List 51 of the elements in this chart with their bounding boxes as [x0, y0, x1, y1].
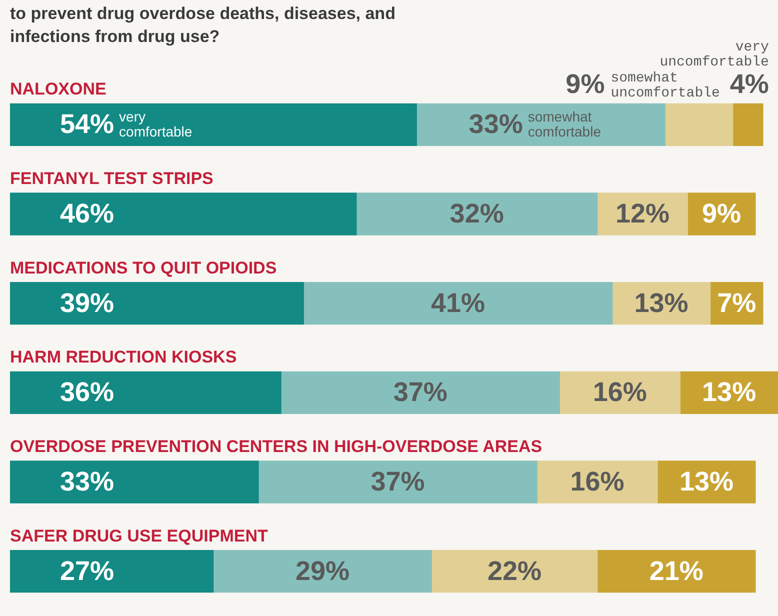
bar	[10, 371, 282, 414]
data-label: 21%	[649, 556, 704, 586]
data-label: 33%	[60, 466, 114, 496]
data-label: 12%	[615, 198, 670, 228]
bar	[596, 550, 756, 593]
y-tick-label: SAFER DRUG USE EQUIPMENT	[10, 526, 268, 546]
data-label: 13%	[634, 288, 688, 318]
bar	[10, 282, 304, 325]
bar	[356, 192, 598, 236]
series-label: somewhat uncomfortable	[610, 70, 720, 102]
data-label: 13%	[702, 377, 756, 408]
data-label: 36%	[60, 377, 114, 408]
data-label: 4%	[730, 69, 769, 100]
bar	[536, 460, 658, 504]
y-tick-label: MEDICATIONS TO QUIT OPIOIDS	[10, 258, 277, 278]
data-label: 7%	[717, 288, 756, 318]
data-label: 22%	[487, 556, 542, 586]
series-label: very comfortable	[119, 108, 192, 140]
data-label: 9%	[566, 69, 605, 100]
data-label: 9%	[702, 198, 742, 228]
data-label: 13%	[679, 466, 734, 496]
chart-title: to prevent drug overdose deaths, diseases, and infections from drug use?	[10, 3, 396, 48]
y-tick-label: HARM REDUCTION KIOSKS	[10, 348, 237, 367]
data-label: 16%	[570, 466, 624, 496]
bar	[258, 460, 538, 504]
data-label: 37%	[393, 377, 448, 408]
y-tick-label: NALOXONE	[10, 80, 106, 99]
bar	[431, 550, 598, 593]
series-label: somewhat comfortable	[528, 108, 602, 140]
data-label: 39%	[60, 288, 114, 318]
bar	[10, 460, 259, 504]
data-label: 37%	[370, 466, 425, 496]
bar	[732, 103, 764, 146]
bar	[280, 371, 560, 414]
bar	[664, 103, 734, 146]
bar	[303, 282, 613, 325]
data-label: 33%	[468, 109, 523, 140]
data-label: 54%	[60, 109, 114, 140]
data-label: 29%	[295, 556, 350, 586]
bar	[212, 550, 432, 593]
data-label: 41%	[430, 288, 486, 318]
y-tick-label: FENTANYL TEST STRIPS	[10, 169, 214, 188]
data-label: 27%	[60, 556, 114, 586]
data-label: 32%	[450, 198, 504, 228]
data-label: 16%	[592, 377, 647, 408]
bar	[10, 103, 417, 146]
bar	[10, 550, 214, 593]
y-tick-label: OVERDOSE PREVENTION CENTERS IN HIGH-OVERDOSE AREAS	[10, 437, 542, 456]
bar	[10, 192, 357, 236]
text: very uncomfortable	[660, 39, 769, 70]
data-label: 46%	[60, 198, 114, 228]
